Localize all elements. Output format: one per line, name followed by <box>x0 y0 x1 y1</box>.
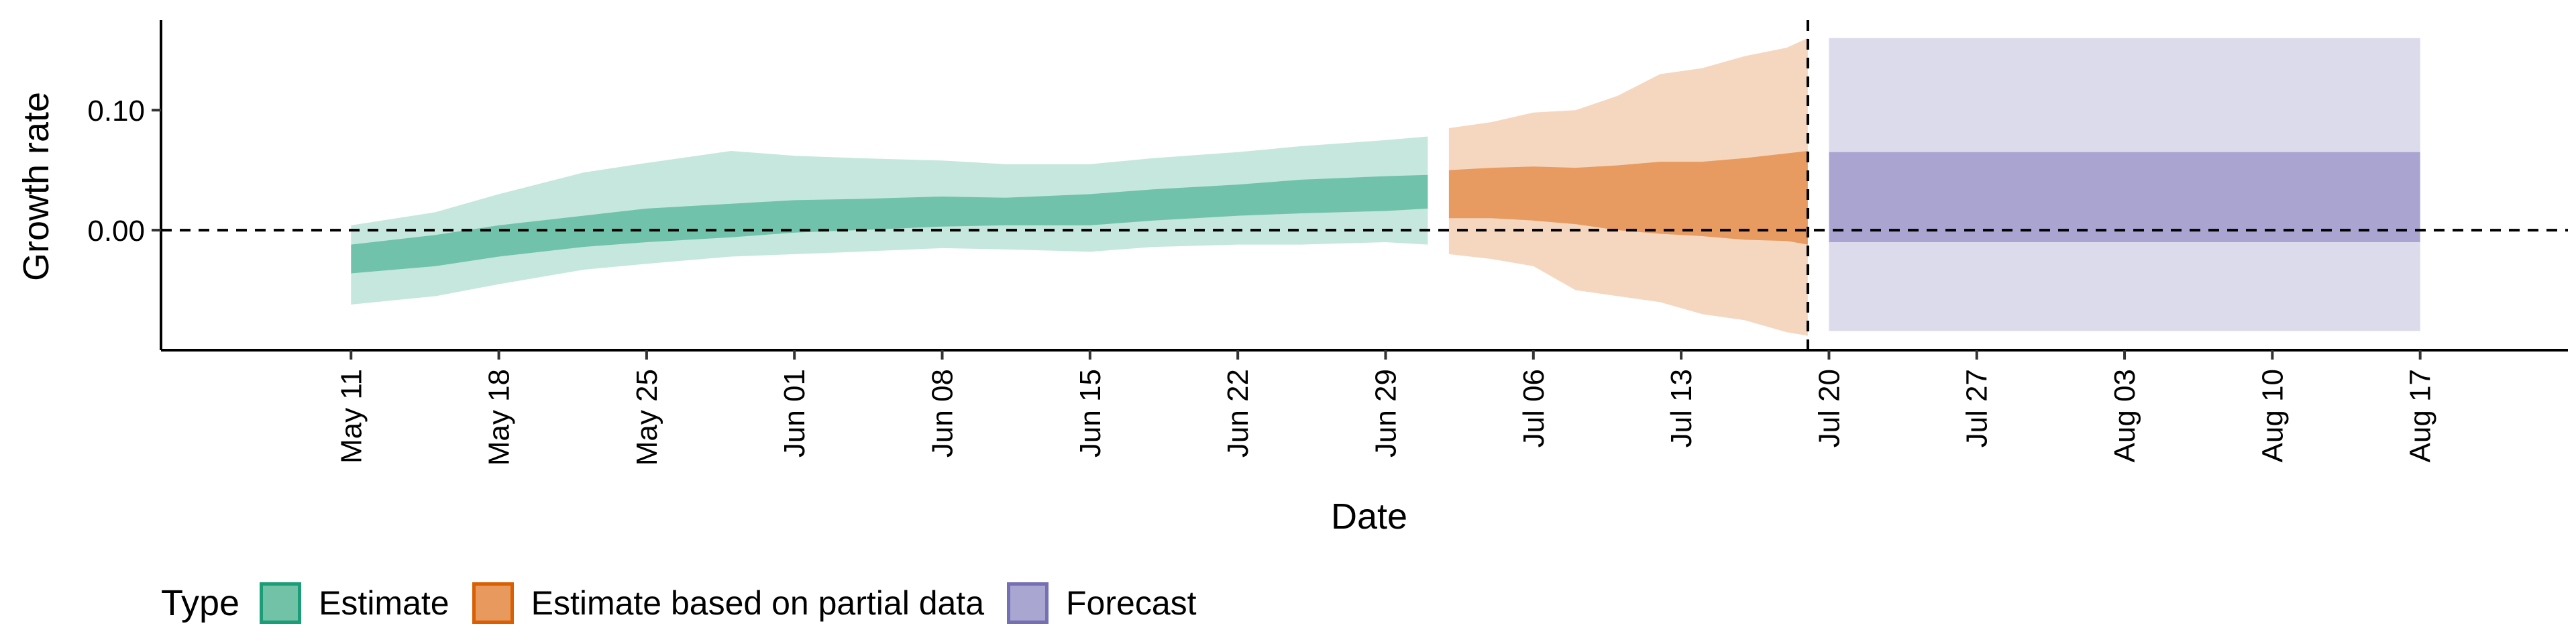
reference-lines <box>161 20 2568 350</box>
legend-label-partial-estimate: Estimate based on partial data <box>531 584 985 622</box>
legend-item-partial-estimate: Estimate based on partial data <box>472 582 984 624</box>
x-axis-title: Date <box>1331 496 1407 537</box>
legend: Type Estimate Estimate based on partial … <box>161 576 1220 631</box>
y-tick-label: 0.10 <box>87 95 145 127</box>
x-tick-label: Aug 10 <box>2256 369 2289 462</box>
y-tick-label: 0.00 <box>87 215 145 248</box>
band-inner-estimate-based-on-partial-data <box>1448 151 1808 245</box>
axes: 0.00 0.10 May 11 May 18 May 25 Jun 01 Jun 08 Ju… <box>87 20 2568 466</box>
x-tick-label: Jun 08 <box>926 369 959 458</box>
legend-key-forecast <box>1007 582 1049 624</box>
ribbon-layer <box>351 38 2420 336</box>
x-tick-label: May 18 <box>483 369 516 466</box>
x-tick-label: Jun 01 <box>778 369 811 458</box>
band-inner-estimate <box>351 174 1428 274</box>
legend-key-estimate <box>260 582 302 624</box>
legend-title: Type <box>161 583 240 623</box>
x-tick-label: Aug 03 <box>2108 369 2141 462</box>
x-tick-label: Aug 17 <box>2404 369 2437 462</box>
x-tick-label: Jun 15 <box>1074 369 1107 458</box>
x-tick-label: Jul 27 <box>1961 369 1994 447</box>
x-tick-label: May 25 <box>631 369 663 466</box>
x-tick-label: Jul 13 <box>1665 369 1698 447</box>
band-inner-forecast <box>1829 152 2420 242</box>
x-tick-label: Jul 20 <box>1813 369 1845 447</box>
legend-item-estimate: Estimate <box>260 582 449 624</box>
x-tick-label: Jul 06 <box>1517 369 1550 447</box>
legend-item-forecast: Forecast <box>1007 582 1197 624</box>
x-tick-label: Jun 29 <box>1370 369 1403 458</box>
legend-label-forecast: Forecast <box>1066 584 1197 622</box>
x-tick-label: May 11 <box>335 369 368 464</box>
legend-label-estimate: Estimate <box>319 584 449 622</box>
x-tick-label: Jun 22 <box>1222 369 1254 458</box>
growth-rate-chart: 0.00 0.10 May 11 May 18 May 25 Jun 01 Jun 08 Ju… <box>16 20 2568 537</box>
legend-key-partial-estimate <box>472 582 514 624</box>
y-axis-title: Growth rate <box>16 92 56 281</box>
